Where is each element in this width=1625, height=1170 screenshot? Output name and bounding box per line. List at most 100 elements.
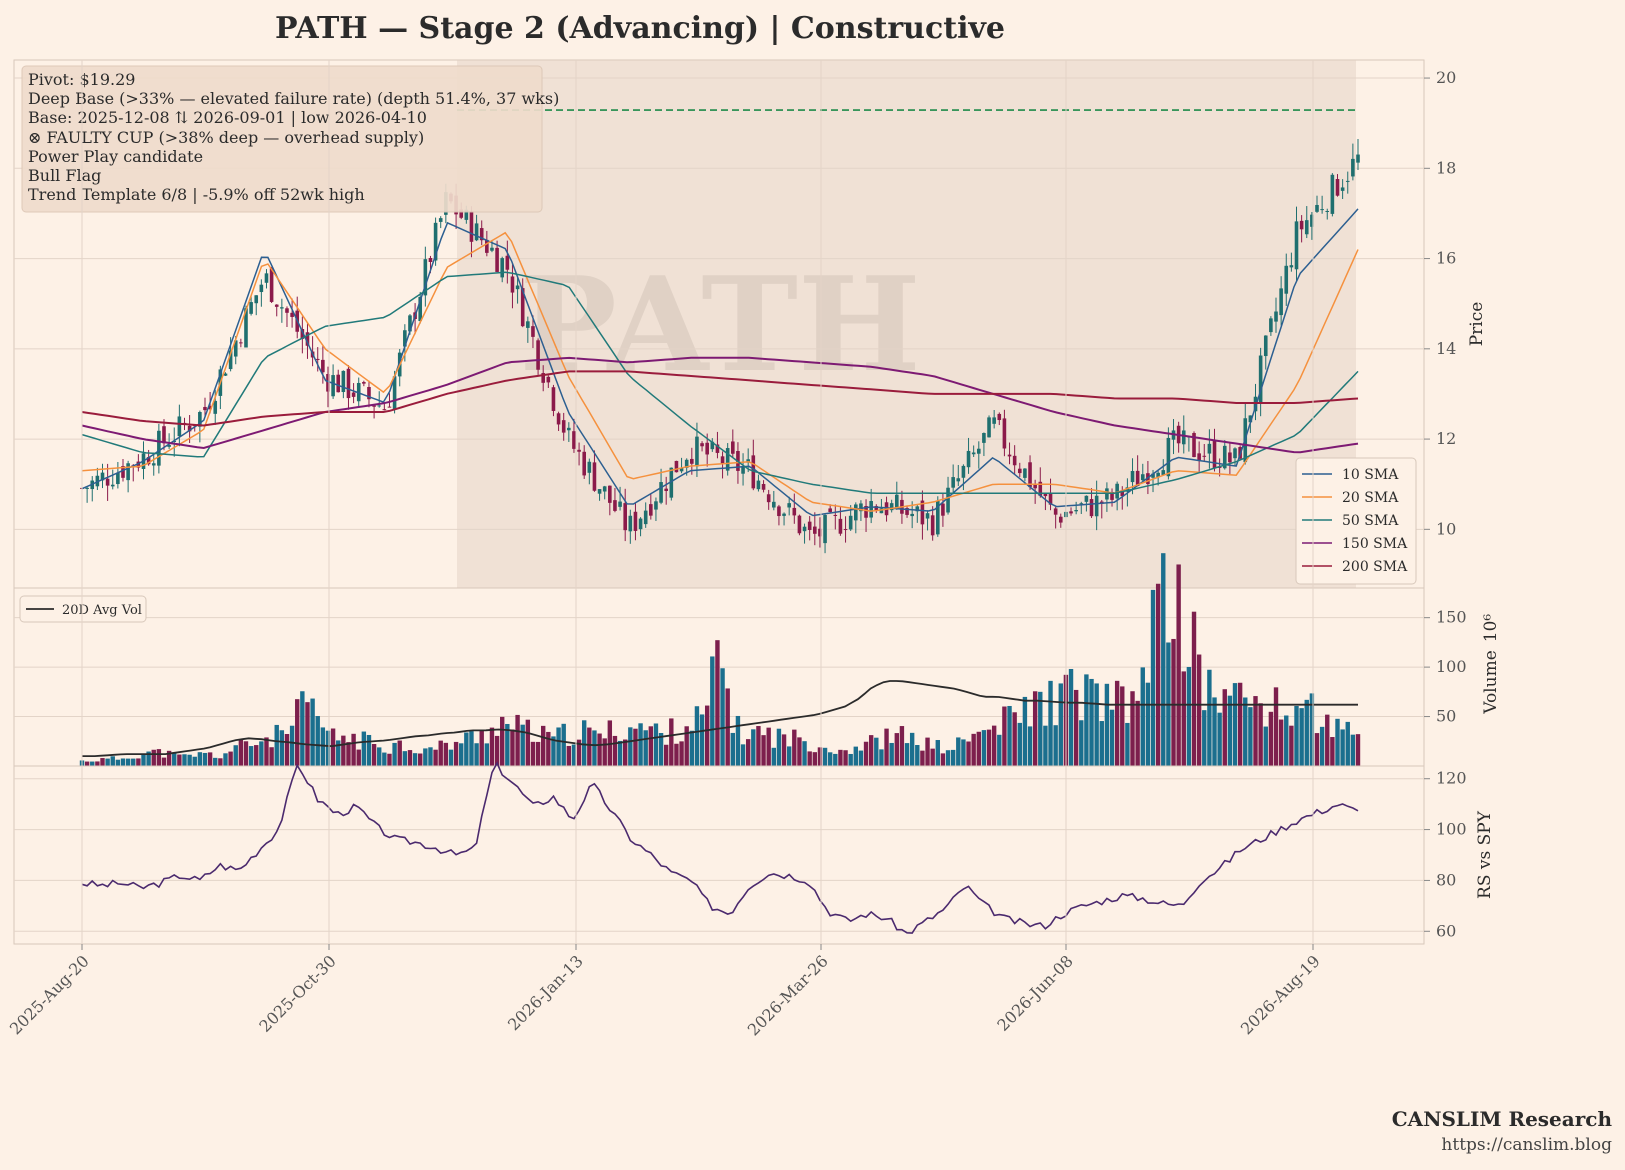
info-base-range: Base: 2025-12-08 ⇅ 2026-09-01 | low 2026… [28,108,427,127]
volume-bar [213,757,218,766]
candle-body [679,467,684,472]
volume-bar [720,668,725,766]
volume-bar [587,727,592,766]
candle-body [198,412,202,427]
volume-bar [961,739,966,766]
candle-body [1351,158,1355,177]
volume-bar [1309,693,1315,766]
volume-bar [1114,680,1120,766]
candle-body [761,483,766,490]
rs-tick-label: 100 [1436,820,1467,839]
volume-tick-label: 150 [1436,608,1467,627]
candle-body [254,295,259,304]
candle-body [1330,174,1335,214]
volume-bar [684,726,689,766]
volume-bar [305,702,310,766]
candle-body [700,443,704,447]
candle-body [695,436,699,467]
candle-body [961,465,966,478]
candle-body [1304,220,1309,235]
volume-bar [1043,725,1048,766]
volume-bar [761,735,766,766]
volume-bar [289,725,295,766]
volume-bar [325,730,331,766]
candle-body [1192,433,1196,458]
volume-bar [1243,697,1248,766]
volume-bar [940,753,946,766]
candle-body [1089,499,1094,517]
volume-bar [1345,721,1350,766]
volume-bar [494,735,500,766]
volume-panel: 50 100 150 Volume 10⁶ 20D Avg Vol [13,553,1501,767]
candle-body [259,284,264,293]
volume-bar [674,743,679,766]
volume-bar [1109,709,1115,766]
candle-body [346,368,351,399]
candle-body [828,508,832,512]
volume-bar [1130,691,1135,766]
volume-bar [1058,683,1063,766]
candle-body [423,259,428,296]
candle-body [1335,179,1340,196]
volume-bar [1330,737,1335,766]
volume-bar [284,734,290,766]
candle-body [305,332,310,346]
sma10-line [81,208,1359,517]
volume-bar [131,758,136,766]
candle-body [203,406,207,411]
candle-body [551,387,556,411]
candle-body [469,211,474,242]
candle-body [1166,437,1171,477]
candle-body [715,444,720,453]
volume-bar [1038,691,1043,766]
candle-body [720,456,725,464]
candle-body [1248,415,1253,423]
volume-bar [889,742,894,766]
candle-body [582,451,587,476]
candle-body [479,228,484,241]
candle-body [546,376,551,383]
candle-body [387,406,392,408]
avg-vol-legend-bg [19,595,147,623]
candle-body [710,441,715,450]
legend-label-50sma: 50 SMA [1342,513,1399,529]
volume-bar [1268,711,1274,766]
candle-body [1156,472,1160,478]
volume-bar [1171,638,1176,766]
candle-body [1135,470,1140,487]
info-faulty-cup: ⊗ FAULTY CUP (>38% deep — overhead suppl… [28,128,424,147]
volume-bar [1325,714,1330,766]
volume-bar [971,733,976,766]
rs-panel-frame [13,765,1425,945]
volume-bar [1120,686,1125,766]
candle-body [638,518,643,530]
x-tick-label: 2026-Aug-19 [1237,951,1324,1038]
candle-body [659,482,663,503]
candle-body [1320,209,1324,211]
volume-bar [151,749,156,766]
volume-axis-unit: 10⁶ [1481,614,1501,643]
volume-bar [1314,733,1320,766]
candle-body [233,340,238,357]
volume-bar [484,743,490,766]
volume-bar [930,748,935,766]
candle-body [536,340,540,370]
candle-body [777,506,781,517]
candle-body [377,405,382,407]
volume-bar [1212,697,1217,766]
volume-bar [469,731,474,766]
volume-bar [1289,725,1294,766]
volume-bar [879,749,884,766]
volume-bar [991,725,997,766]
volume-bar [100,758,105,766]
volume-bar [433,749,438,766]
candle-body [1074,510,1078,512]
volume-bar [95,761,100,766]
candle-body [853,504,858,521]
volume-bar [622,739,628,766]
sma200-line [81,370,1359,427]
candle-body [1053,508,1058,515]
candle-body [1258,355,1263,403]
candle-body [1345,180,1350,182]
volume-bar [1248,707,1253,766]
